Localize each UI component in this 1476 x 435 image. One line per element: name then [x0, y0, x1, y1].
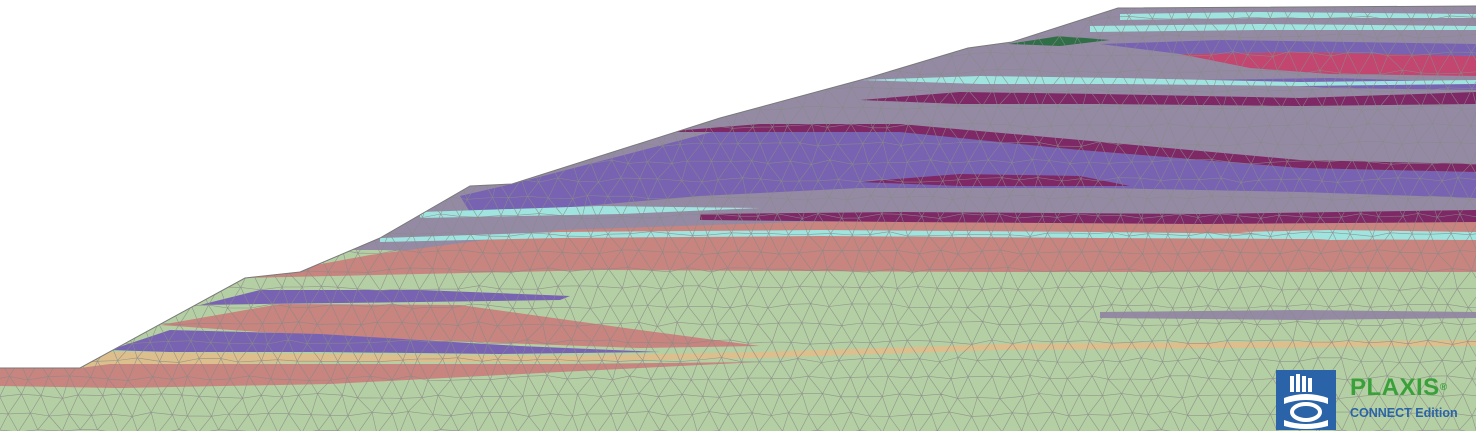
soil-layer-magenta-1 [660, 124, 1476, 172]
soil-layer-magenta-4 [860, 92, 1476, 106]
plaxis-logo: PLAXIS® CONNECT Edition [1276, 370, 1476, 431]
product-name: PLAXIS® [1350, 374, 1448, 401]
soil-layer-tan [80, 340, 1476, 368]
soil-layer-magenta-2 [700, 210, 1476, 224]
ground-surface-line [0, 5, 1476, 369]
soil-layer-purple-top [1100, 40, 1476, 56]
soil-layer-lens [1100, 310, 1476, 320]
soil-layer-pink [245, 214, 1476, 278]
soil-layer-purple-main [460, 128, 1476, 212]
soil-layer-pink-lower [160, 304, 760, 348]
soil-layer-purple-lower [200, 290, 570, 305]
plaxis-logo-icon [1276, 370, 1336, 430]
edition-label: CONNECT Edition [1350, 406, 1458, 420]
